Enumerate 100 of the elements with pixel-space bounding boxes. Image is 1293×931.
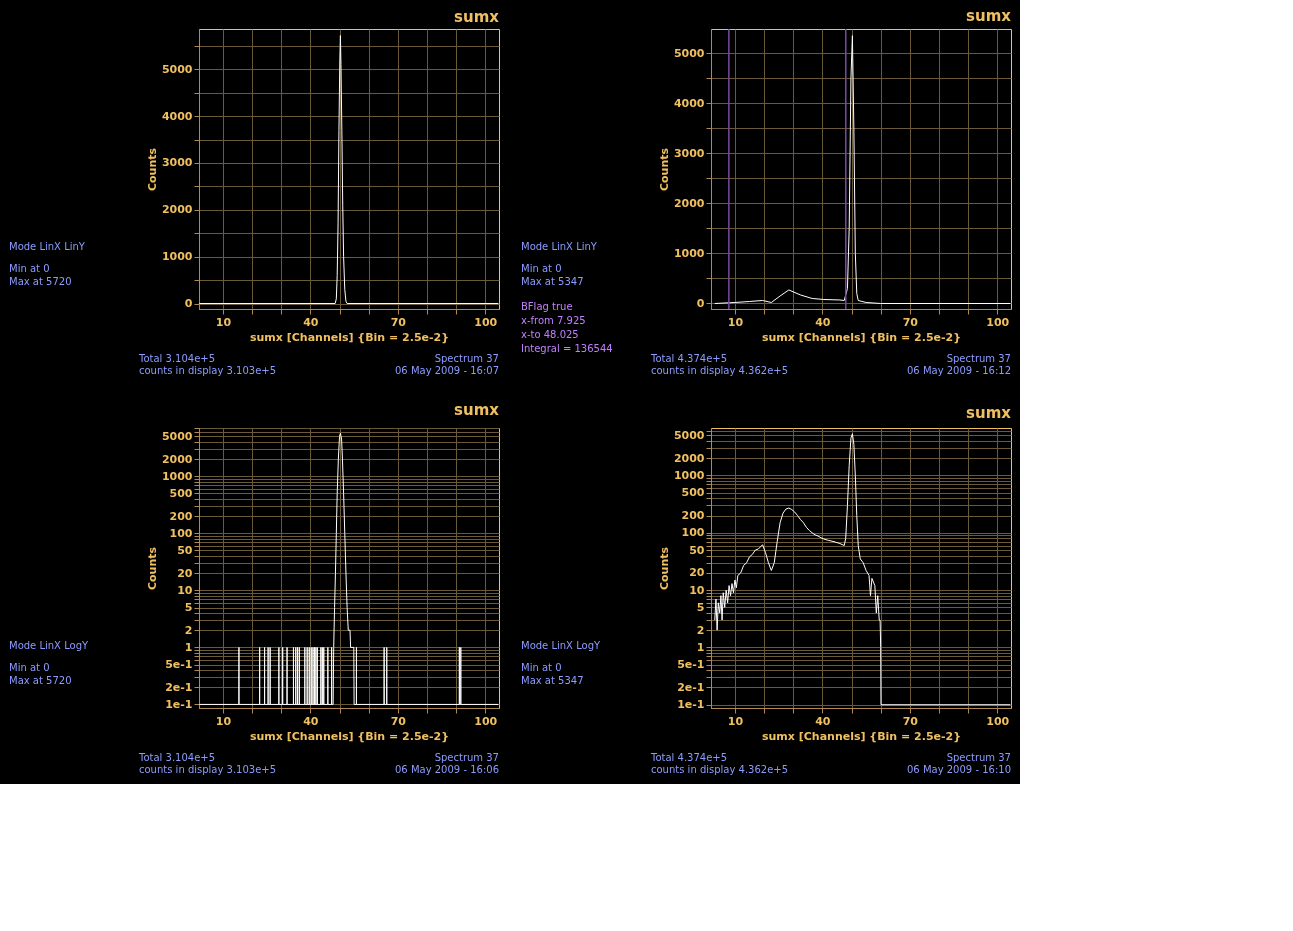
x-tick-label: 40 — [303, 315, 319, 329]
text: Mode LinX LogY — [9, 640, 89, 651]
text: Max at 5720 — [9, 276, 72, 287]
text: Min at 0 — [9, 263, 50, 274]
chart-title: sumx — [454, 8, 500, 26]
y-tick-label: 4000 — [673, 96, 705, 110]
text: Total 4.374e+5 — [650, 353, 728, 364]
y-tick-label: 5 — [696, 600, 705, 614]
text: x-to 48.025 — [521, 329, 579, 340]
y-axis-title: Counts — [145, 546, 159, 591]
y-tick-label: 5000 — [673, 428, 705, 442]
text: Max at 5347 — [521, 276, 584, 287]
y-tick-label: 5000 — [161, 62, 193, 76]
y-tick-label: 50 — [689, 543, 705, 557]
y-tick-label: 2 — [184, 623, 193, 637]
y-tick-label: 10 — [689, 583, 705, 597]
x-tick-label: 10 — [727, 714, 744, 728]
text: counts in display 3.103e+5 — [139, 764, 277, 775]
y-tick-label: 2000 — [161, 203, 193, 217]
y-tick-label: 2000 — [673, 196, 705, 210]
y-tick-label: 200 — [681, 509, 705, 523]
text: Min at 0 — [521, 263, 562, 274]
y-tick-label: 10 — [177, 583, 193, 597]
x-tick-label: 100 — [474, 315, 498, 329]
line-series — [714, 35, 1011, 304]
text: Spectrum 37 — [946, 353, 1011, 364]
x-tick-label: 100 — [986, 315, 1010, 329]
text: 06 May 2009 - 16:12 — [907, 365, 1011, 376]
y-axis-title: Counts — [657, 147, 671, 192]
y-tick-label: 5e-1 — [677, 658, 705, 672]
text: Max at 5720 — [9, 675, 72, 686]
text: Total 3.104e+5 — [138, 752, 216, 763]
x-tick-label: 40 — [303, 714, 319, 728]
y-tick-label: 3000 — [673, 146, 705, 160]
y-tick-label: 1 — [696, 640, 705, 654]
text: BFlag true — [521, 301, 573, 312]
text: Spectrum 37 — [434, 353, 499, 364]
y-tick-label: 2e-1 — [165, 680, 193, 694]
y-tick-label: 1 — [184, 640, 193, 654]
y-tick-label: 0 — [696, 296, 705, 310]
text: Integral = 136544 — [521, 343, 613, 354]
text: Spectrum 37 — [946, 752, 1011, 763]
x-axis-title: sumx [Channels] {Bin = 2.5e-2} — [249, 729, 450, 743]
x-axis-title: sumx [Channels] {Bin = 2.5e-2} — [761, 729, 962, 743]
y-tick-label: 2000 — [161, 452, 193, 466]
text: Spectrum 37 — [434, 752, 499, 763]
x-tick-label: 40 — [815, 714, 831, 728]
x-tick-label: 100 — [986, 714, 1010, 728]
y-tick-label: 100 — [681, 526, 705, 540]
y-tick-label: 5000 — [673, 46, 705, 60]
text: Mode LinX LinY — [521, 241, 598, 252]
text: 06 May 2009 - 16:06 — [395, 764, 499, 775]
y-tick-label: 500 — [169, 486, 193, 500]
y-tick-label: 200 — [169, 509, 193, 523]
text: counts in display 3.103e+5 — [139, 365, 277, 376]
text: Mode LinX LogY — [521, 640, 601, 651]
chart-title: sumx — [454, 401, 500, 420]
text: counts in display 4.362e+5 — [651, 764, 789, 775]
y-tick-label: 1000 — [673, 246, 705, 260]
x-axis-title: sumx [Channels] {Bin = 2.5e-2} — [249, 330, 450, 344]
text: Total 4.374e+5 — [650, 752, 728, 763]
y-tick-label: 1000 — [161, 250, 193, 264]
y-axis-title: Counts — [657, 546, 671, 591]
y-tick-label: 2 — [696, 623, 705, 637]
line-series — [199, 35, 499, 305]
y-tick-label: 100 — [169, 526, 193, 540]
y-tick-label: 20 — [177, 566, 193, 580]
y-tick-label: 2e-1 — [677, 680, 705, 694]
x-tick-label: 70 — [390, 714, 407, 728]
x-tick-label: 70 — [390, 315, 407, 329]
text: 06 May 2009 - 16:10 — [907, 764, 1011, 775]
y-tick-label: 50 — [177, 543, 193, 557]
y-tick-label: 4000 — [161, 109, 193, 123]
text: Min at 0 — [9, 662, 50, 673]
y-tick-label: 1e-1 — [165, 697, 193, 711]
x-tick-label: 10 — [215, 714, 232, 728]
x-tick-label: 100 — [474, 714, 498, 728]
y-tick-label: 1000 — [161, 469, 193, 483]
y-tick-label: 5 — [184, 601, 193, 615]
text: Min at 0 — [521, 662, 562, 673]
x-tick-label: 70 — [902, 315, 919, 329]
x-tick-label: 10 — [727, 315, 744, 329]
x-tick-label: 70 — [902, 714, 919, 728]
text: Total 3.104e+5 — [138, 353, 216, 364]
y-tick-label: 3000 — [161, 156, 193, 170]
y-tick-label: 0 — [184, 297, 193, 311]
chart-title: sumx — [966, 7, 1012, 26]
text: Max at 5347 — [521, 675, 584, 686]
x-axis-title: sumx [Channels] {Bin = 2.5e-2} — [761, 330, 962, 344]
text: Mode LinX LinY — [9, 241, 86, 252]
x-tick-label: 40 — [815, 315, 831, 329]
y-axis-title: Counts — [145, 147, 159, 192]
y-tick-label: 20 — [689, 566, 705, 580]
x-tick-label: 10 — [215, 315, 232, 329]
y-tick-label: 500 — [681, 486, 705, 500]
text: counts in display 4.362e+5 — [651, 365, 789, 376]
y-tick-label: 2000 — [673, 451, 705, 465]
y-tick-label: 5000 — [161, 429, 193, 443]
y-tick-label: 1e-1 — [677, 698, 705, 712]
text: 06 May 2009 - 16:07 — [395, 365, 499, 376]
